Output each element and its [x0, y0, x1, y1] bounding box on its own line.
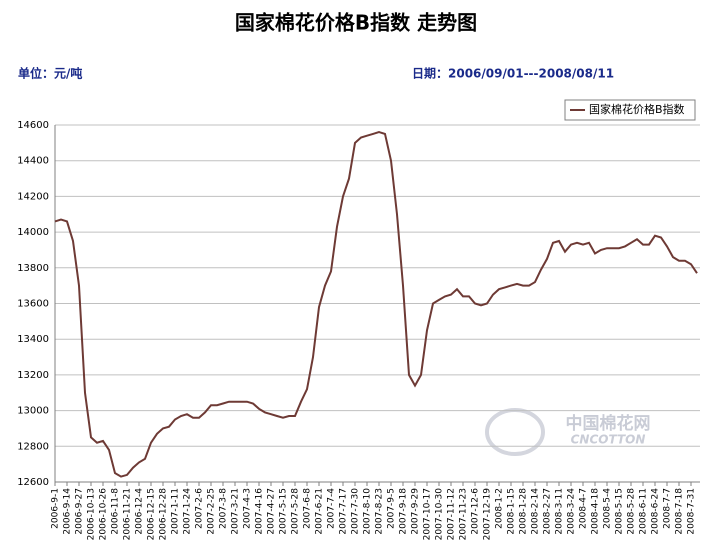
x-tick-label: 2008-3-11	[555, 488, 565, 535]
watermark: CNCOTTON	[571, 433, 646, 447]
x-tick-label: 2008-4-18	[591, 488, 601, 535]
x-tick-label: 2008-5-4	[603, 488, 613, 529]
x-tick-label: 2006-12-4	[135, 488, 145, 535]
x-tick-label: 2008-1-2	[495, 488, 505, 529]
x-tick-label: 2007-4-3	[243, 488, 253, 529]
x-tick-label: 2008-7-18	[675, 488, 685, 535]
y-tick-label: 12800	[17, 441, 49, 452]
x-tick-label: 2007-11-12	[447, 488, 457, 540]
x-tick-label: 2006-9-14	[63, 488, 73, 535]
x-tick-label: 2008-6-11	[639, 488, 649, 535]
watermark: 中国棉花网	[566, 413, 651, 434]
watermark-logo	[485, 408, 545, 456]
x-tick-label: 2008-7-31	[687, 488, 697, 535]
y-tick-label: 12600	[17, 477, 49, 488]
x-tick-label: 2007-12-6	[471, 488, 481, 535]
x-tick-label: 2008-2-27	[543, 488, 553, 535]
x-tick-label: 2008-5-28	[627, 488, 637, 535]
x-tick-label: 2007-3-8	[219, 488, 229, 529]
x-tick-label: 2008-7-7	[663, 488, 673, 529]
x-tick-label: 2007-7-30	[351, 488, 361, 535]
x-tick-label: 2008-1-28	[519, 488, 529, 535]
x-tick-label: 2007-2-6	[195, 488, 205, 529]
data-line	[54, 131, 698, 478]
chart-title: 国家棉花价格B指数 走势图	[235, 11, 477, 35]
x-tick-label: 2006-9-27	[75, 488, 85, 535]
x-tick-label: 2007-10-17	[423, 488, 433, 540]
x-tick-label: 2008-3-24	[567, 488, 577, 535]
y-tick-label: 13800	[17, 263, 49, 274]
x-tick-label: 2007-10-30	[435, 488, 445, 541]
x-tick-label: 2006-10-13	[87, 488, 97, 540]
y-tick-label: 13400	[17, 334, 49, 345]
x-tick-label: 2007-6-21	[315, 488, 325, 535]
y-tick-label: 13000	[17, 406, 49, 417]
x-tick-label: 2006-11-8	[111, 488, 121, 535]
x-tick-label: 2007-8-23	[375, 488, 385, 535]
y-tick-label: 14000	[17, 227, 49, 238]
x-tick-label: 2006-9-1	[51, 488, 61, 529]
x-tick-label: 2008-6-24	[651, 488, 661, 535]
x-tick-label: 2007-12-19	[483, 488, 493, 541]
y-tick-label: 14600	[17, 120, 49, 131]
x-tick-label: 2008-1-15	[507, 488, 517, 535]
x-tick-label: 2007-8-10	[363, 488, 373, 535]
x-tick-label: 2008-4-7	[579, 488, 589, 529]
x-tick-label: 2007-5-15	[279, 488, 289, 535]
x-tick-label: 2007-5-28	[291, 488, 301, 535]
y-tick-label: 14400	[17, 156, 49, 167]
x-tick-label: 2007-7-17	[339, 488, 349, 535]
x-tick-label: 2007-1-24	[183, 488, 193, 535]
x-tick-label: 2008-2-14	[531, 488, 541, 535]
x-tick-label: 2007-4-27	[267, 488, 277, 535]
x-tick-label: 2006-12-15	[147, 488, 157, 540]
x-tick-label: 2007-9-18	[399, 488, 409, 535]
x-tick-label: 2007-1-11	[171, 488, 181, 535]
x-tick-label: 2006-12-28	[159, 488, 169, 541]
x-tick-label: 2006-10-26	[99, 488, 109, 541]
x-tick-label: 2007-4-16	[255, 488, 265, 535]
x-tick-label: 2007-11-23	[459, 488, 469, 540]
x-tick-label: 2007-9-29	[411, 488, 421, 535]
y-tick-label: 13600	[17, 299, 49, 310]
y-tick-label: 13200	[17, 370, 49, 381]
unit-label: 单位：元/吨	[18, 66, 82, 81]
y-tick-label: 14200	[17, 191, 49, 202]
legend-box	[564, 99, 696, 121]
x-tick-label: 2007-3-21	[231, 488, 241, 535]
x-tick-label: 2007-9-5	[387, 488, 397, 529]
x-tick-label: 2008-5-15	[615, 488, 625, 535]
x-tick-label: 2007-7-4	[327, 488, 337, 529]
x-tick-label: 2007-2-25	[207, 488, 217, 535]
date-range: 日期：2006/09/01---2008/08/11	[412, 66, 614, 81]
legend-label: 国家棉花价格B指数	[589, 102, 685, 116]
x-tick-label: 2006-11-21	[123, 488, 133, 540]
x-tick-label: 2007-6-8	[303, 488, 313, 529]
